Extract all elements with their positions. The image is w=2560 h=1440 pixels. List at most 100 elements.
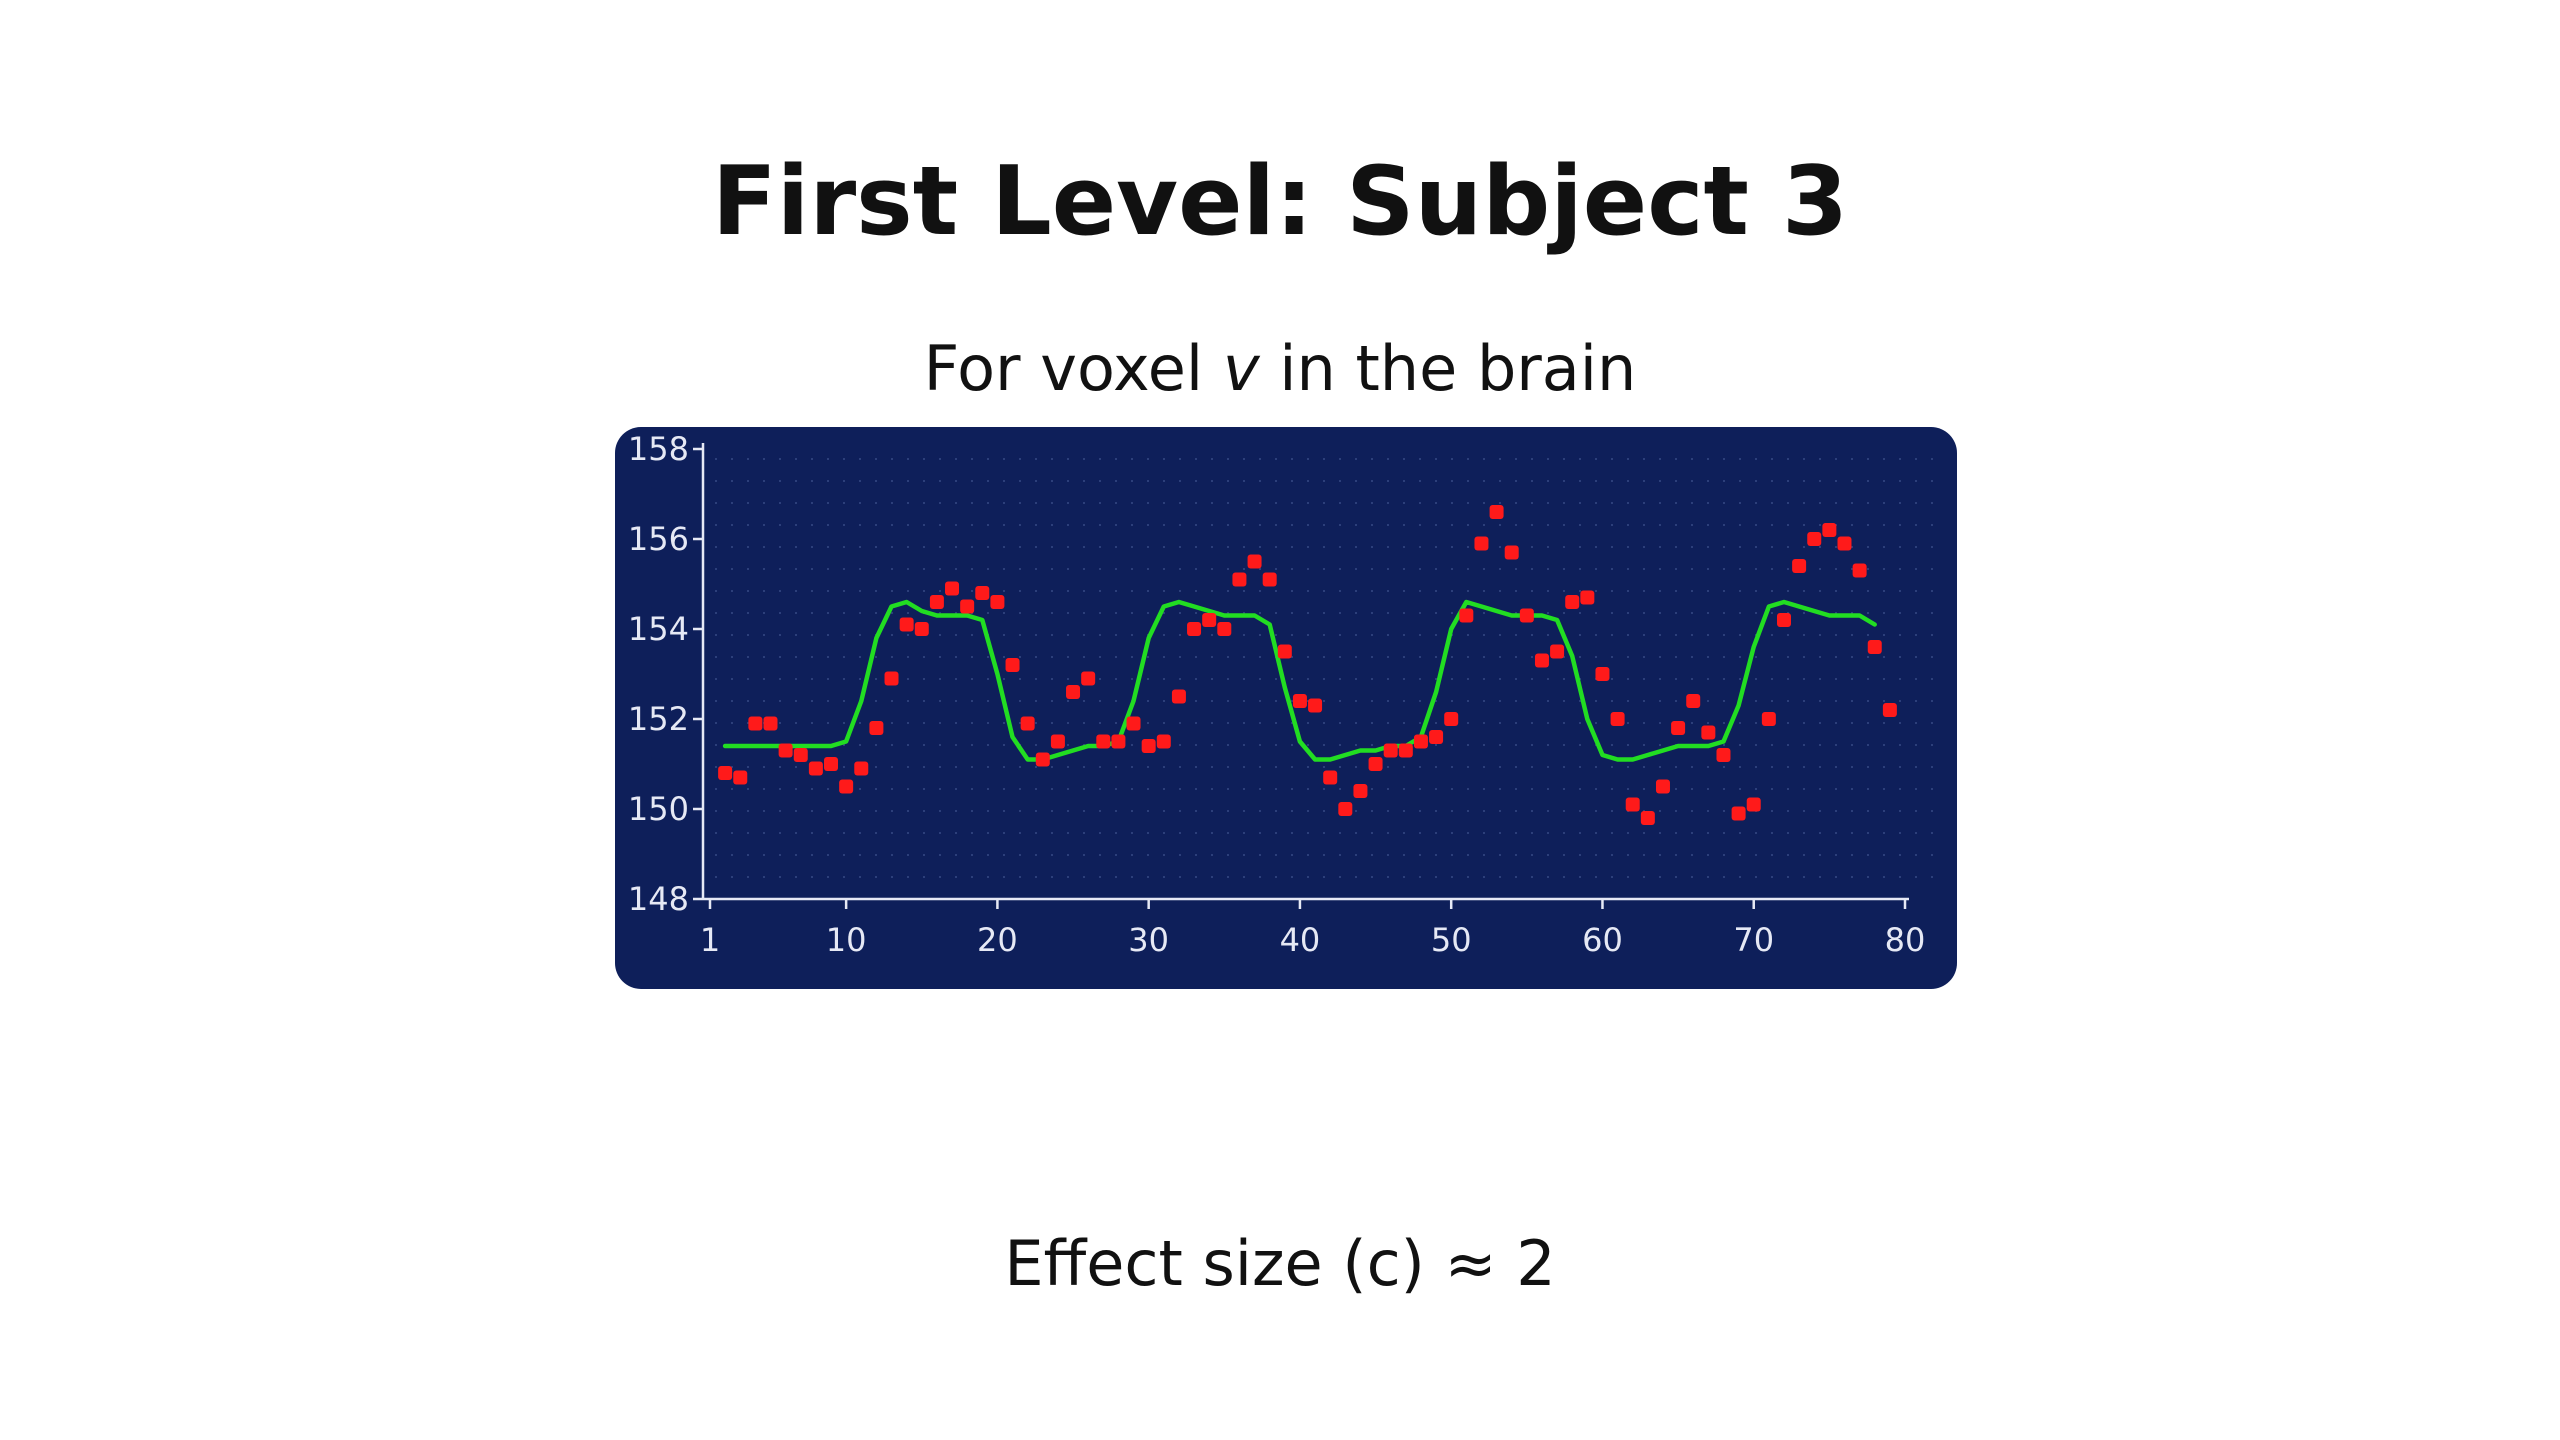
data-point [1262,572,1277,587]
data-point [1580,590,1595,605]
data-point [1595,667,1610,681]
y-tick-label: 158 [628,430,689,468]
data-point [914,622,929,636]
data-point [1277,644,1292,659]
data-point [1292,694,1307,708]
data-point [1066,685,1081,699]
data-point [990,595,1005,609]
x-tick-label: 80 [1885,921,1926,959]
data-point [945,581,960,596]
data-point [899,617,914,632]
y-tick-label: 148 [628,880,689,918]
data-point [1852,563,1867,578]
data-point [1383,743,1398,758]
voxel-timeseries-chart: 148 150 152 154 156 158 1 10 20 30 40 50 60 70 80 [615,427,1957,989]
effect-size-label: Effect size (c) ≈ 2 [1004,1227,1556,1300]
data-point [1429,730,1444,744]
x-tick-label: 1 [700,921,720,959]
data-point [1035,752,1050,767]
y-tick-label: 152 [628,700,689,738]
data-point [763,716,778,731]
data-point [1625,797,1640,812]
data-point [1867,640,1882,654]
data-point [1550,644,1565,659]
data-point [1822,523,1837,537]
x-tick-label: 70 [1733,921,1774,959]
data-point [748,716,763,731]
data-point [1474,536,1489,551]
data-point [1202,613,1217,627]
data-point [1701,725,1716,740]
data-point [1807,532,1822,546]
y-tick-label: 154 [628,610,689,648]
data-point [884,671,899,686]
data-point [1398,743,1413,758]
data-point [1338,802,1353,816]
data-point [1731,806,1746,821]
data-point [1096,734,1111,749]
data-point [824,757,839,771]
data-point [1837,536,1852,551]
data-point [839,779,854,794]
data-point [1534,653,1549,668]
data-point [1489,505,1504,519]
data-point [929,595,944,609]
data-point [1005,658,1020,672]
data-point [1111,734,1126,749]
data-point [1504,545,1519,560]
data-point [1308,698,1323,713]
data-point [733,770,748,785]
data-point [1519,608,1534,623]
data-point [1686,694,1701,708]
fit-line [722,599,1877,762]
data-point [793,748,808,762]
data-point [1882,703,1897,717]
x-tick-label: 40 [1280,921,1321,959]
x-tick-label: 30 [1128,921,1169,959]
data-point [1610,712,1625,726]
data-point [1156,734,1171,749]
data-point [975,586,990,600]
data-point [1081,671,1096,686]
data-point [1232,572,1247,587]
slide-title: First Level: Subject 3 [711,147,1849,257]
y-tick-label: 156 [628,520,689,558]
x-tick-label: 60 [1582,921,1623,959]
data-point [869,721,884,735]
data-point [1565,595,1580,609]
data-point [1050,734,1065,749]
data-point [1761,712,1776,726]
data-point [1444,712,1459,726]
data-point [1247,554,1262,569]
x-tick-label: 50 [1431,921,1472,959]
data-point [1671,721,1686,735]
data-point [1141,739,1156,753]
data-point [1171,689,1186,704]
chart-background [615,427,1957,989]
x-tick-label: 20 [977,921,1018,959]
data-point [960,599,975,614]
data-point [808,761,823,776]
data-point [854,761,869,776]
data-point [1368,757,1383,771]
data-point [1776,613,1791,627]
scatter-points [718,505,1897,825]
x-tick-label: 10 [826,921,867,959]
y-tick-label: 150 [628,790,689,828]
data-point [1746,797,1761,812]
data-point [718,766,733,780]
data-point [1459,608,1474,623]
data-point [778,743,793,758]
data-point [1187,622,1202,636]
data-point [1413,734,1428,749]
data-point [1716,748,1731,762]
subtitle-text-post: in the brain [1259,332,1637,405]
slide-subtitle: For voxel v in the brain [0,332,2560,405]
data-point [1126,716,1141,731]
subtitle-text-pre: For voxel [923,332,1223,405]
data-point [1792,559,1807,573]
subtitle-variable: v [1222,332,1260,405]
data-point [1640,811,1655,825]
data-point [1020,716,1035,731]
